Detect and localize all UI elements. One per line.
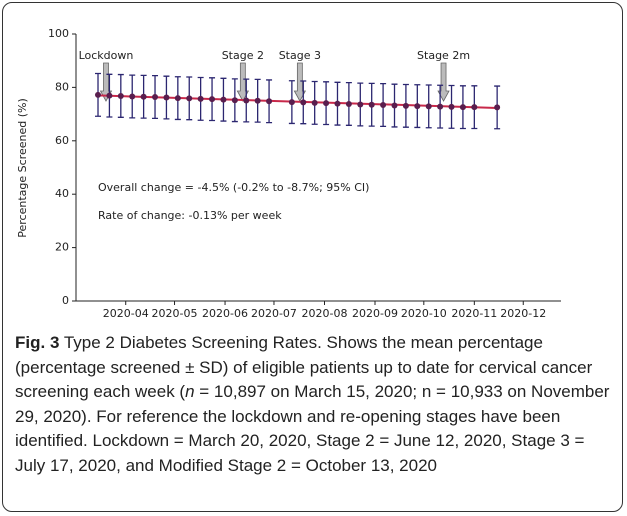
point xyxy=(323,100,330,107)
event-label: Stage 2m xyxy=(417,49,470,62)
point xyxy=(414,103,421,110)
event-label: Stage 3 xyxy=(279,49,321,62)
point xyxy=(288,99,295,106)
point xyxy=(334,100,341,107)
chart: Percentage Screened (%) Overall change =… xyxy=(16,27,561,320)
point xyxy=(391,102,398,109)
x-tick-label: 2020-12 xyxy=(500,307,546,320)
event-arrow xyxy=(293,62,307,102)
y-tick-label: 20 xyxy=(55,241,69,254)
point xyxy=(117,92,124,99)
caption-text: n xyxy=(185,382,195,401)
point xyxy=(186,95,193,102)
event-label: Lockdown xyxy=(79,49,134,62)
x-tick-label: 2020-07 xyxy=(251,307,297,320)
point xyxy=(129,93,136,100)
point xyxy=(448,103,455,110)
point xyxy=(106,92,113,99)
point xyxy=(345,100,352,107)
point xyxy=(266,98,273,105)
caption-text: Type 2 Diabetes Screening Rates. Shows t… xyxy=(15,333,593,401)
point xyxy=(243,97,250,104)
point xyxy=(471,104,478,111)
x-tick-label: 2020-09 xyxy=(352,307,398,320)
x-tick-label: 2020-04 xyxy=(103,307,149,320)
y-tick-label: 40 xyxy=(55,187,69,200)
figure: Percentage Screened (%) Overall change =… xyxy=(2,2,623,512)
annotation: Rate of change: -0.13% per week xyxy=(98,209,282,222)
point xyxy=(494,104,501,111)
point xyxy=(300,99,307,106)
point xyxy=(95,91,102,98)
y-tick-label: 100 xyxy=(48,27,69,40)
point xyxy=(209,96,216,103)
x-tick-label: 2020-10 xyxy=(401,307,447,320)
point xyxy=(380,102,387,109)
point xyxy=(220,96,227,103)
point xyxy=(140,93,147,100)
x-tick-label: 2020-06 xyxy=(202,307,248,320)
y-tick-label: 60 xyxy=(55,134,69,147)
x-tick-label: 2020-11 xyxy=(451,307,497,320)
y-axis-label: Percentage Screened (%) xyxy=(16,98,29,237)
caption: Fig. 3 Type 2 Diabetes Screening Rates. … xyxy=(15,331,613,478)
point xyxy=(437,103,444,110)
point xyxy=(357,101,364,108)
annotation: Overall change = -4.5% (-0.2% to -8.7%; … xyxy=(98,181,369,194)
point xyxy=(197,95,204,102)
event-arrow xyxy=(236,62,250,102)
point xyxy=(254,97,261,104)
y-tick-label: 0 xyxy=(62,294,69,307)
x-tick-label: 2020-05 xyxy=(152,307,198,320)
caption-text: = 10,897 on March 15, 2020; n = 10,933 o… xyxy=(15,382,610,475)
y-tick-label: 80 xyxy=(55,80,69,93)
point xyxy=(231,97,238,104)
point xyxy=(459,104,466,111)
event-label: Stage 2 xyxy=(222,49,264,62)
caption-label: Fig. 3 xyxy=(15,333,60,352)
point xyxy=(152,94,159,101)
point xyxy=(174,95,181,102)
point xyxy=(425,103,432,110)
point xyxy=(368,101,375,108)
point xyxy=(163,94,170,101)
point xyxy=(311,99,318,106)
point xyxy=(402,102,409,109)
x-tick-label: 2020-08 xyxy=(302,307,348,320)
